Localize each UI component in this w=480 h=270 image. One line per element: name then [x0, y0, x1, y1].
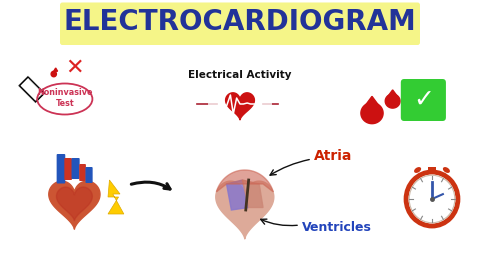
Polygon shape — [364, 96, 380, 107]
Text: 💉: 💉 — [15, 72, 47, 103]
Polygon shape — [387, 90, 398, 97]
FancyBboxPatch shape — [60, 2, 420, 45]
FancyBboxPatch shape — [401, 79, 446, 121]
Text: Electrical Activity: Electrical Activity — [188, 70, 292, 80]
Polygon shape — [385, 94, 400, 108]
Polygon shape — [361, 103, 383, 124]
FancyBboxPatch shape — [64, 158, 72, 180]
Text: ELECTROCARDIOGRAM: ELECTROCARDIOGRAM — [64, 8, 416, 36]
FancyBboxPatch shape — [57, 154, 65, 184]
Polygon shape — [54, 68, 58, 71]
Text: Noninvasive
Test: Noninvasive Test — [37, 88, 93, 108]
Polygon shape — [51, 71, 57, 77]
Polygon shape — [227, 180, 249, 210]
Text: Atria: Atria — [314, 149, 353, 163]
FancyBboxPatch shape — [72, 158, 80, 179]
Ellipse shape — [414, 167, 421, 173]
Circle shape — [409, 175, 455, 223]
Polygon shape — [216, 181, 274, 239]
Polygon shape — [242, 180, 263, 208]
Ellipse shape — [443, 167, 450, 173]
FancyBboxPatch shape — [85, 167, 93, 183]
Text: ✕: ✕ — [65, 58, 84, 77]
Circle shape — [406, 172, 458, 226]
Polygon shape — [226, 93, 254, 120]
Text: ✓: ✓ — [413, 88, 434, 112]
Polygon shape — [49, 181, 100, 229]
Polygon shape — [216, 170, 273, 192]
Polygon shape — [57, 187, 92, 221]
Text: Ventricles: Ventricles — [302, 221, 372, 234]
Polygon shape — [108, 180, 124, 214]
FancyBboxPatch shape — [79, 164, 86, 181]
Bar — [428, 167, 436, 173]
